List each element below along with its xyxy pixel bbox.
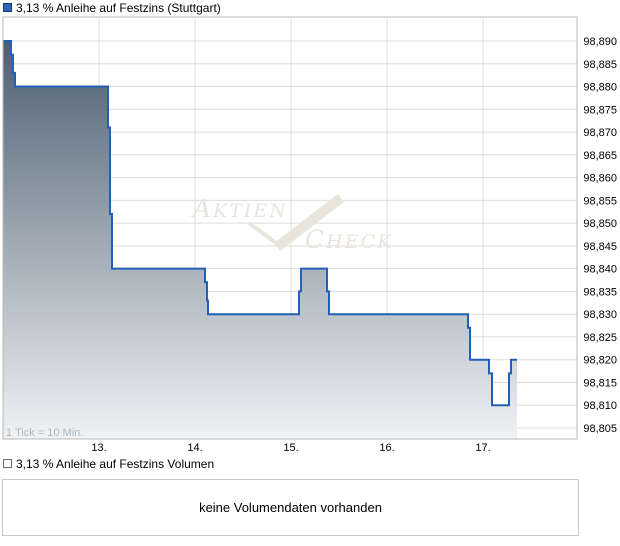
x-tick-label: 17. [475,442,490,454]
y-tick-label: 98,840 [583,264,617,276]
aktiencheck-watermark: AKTIEN CHECK [191,194,393,254]
x-tick-label: 13. [91,442,106,454]
y-tick-label: 98,805 [583,423,617,435]
y-tick-label: 98,850 [583,218,617,230]
plot-frame [2,16,578,440]
x-tick-label: 15. [283,442,298,454]
volume-empty-message: keine Volumendaten vorhanden [199,500,382,515]
volume-legend-square-icon [3,459,12,468]
y-tick-label: 98,830 [583,309,617,321]
check-mark-icon [273,194,345,251]
y-tick-label: 98,845 [583,241,617,253]
x-tick-label: 14. [187,442,202,454]
price-step-line [3,40,517,407]
x-axis-labels: 13. 14. 15. 16. 17. [91,442,490,454]
price-area-fill [3,41,517,439]
tick-interval-note: 1 Tick = 10 Min. [6,427,83,439]
volume-title: 3,13 % Anleihe auf Festzins Volumen [16,457,215,471]
svg-text:AKTIEN: AKTIEN [191,194,288,223]
svg-text:CHECK: CHECK [305,225,393,254]
y-tick-label: 98,890 [583,36,617,48]
chart-header: 3,13 % Anleihe auf Festzins (Stuttgart) [0,0,620,16]
y-tick-label: 98,820 [583,355,617,367]
y-tick-label: 98,810 [583,400,617,412]
y-tick-label: 98,885 [583,59,617,71]
volume-panel: keine Volumendaten vorhanden [2,479,579,536]
y-axis-labels: 98,890 98,885 98,880 98,875 98,870 98,865 98,8… [583,36,617,435]
x-tick-label: 16. [379,442,394,454]
y-tick-label: 98,825 [583,332,617,344]
y-tick-label: 98,815 [583,378,617,390]
price-chart: 98,890 98,885 98,880 98,875 98,870 98,865 98,8… [2,16,617,454]
y-tick-label: 98,835 [583,286,617,298]
y-tick-label: 98,855 [583,195,617,207]
chart-title: 3,13 % Anleihe auf Festzins (Stuttgart) [16,1,221,15]
price-legend-square-icon [3,3,12,12]
check-mark-icon [247,221,282,248]
volume-header: 3,13 % Anleihe auf Festzins Volumen [0,456,620,471]
y-tick-label: 98,870 [583,127,617,139]
y-tick-label: 98,865 [583,150,617,162]
y-tick-label: 98,860 [583,173,617,185]
y-tick-label: 98,875 [583,104,617,116]
y-tick-label: 98,880 [583,82,617,94]
